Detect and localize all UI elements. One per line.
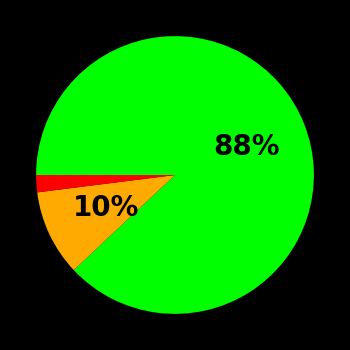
Wedge shape xyxy=(36,36,314,314)
Wedge shape xyxy=(37,175,175,270)
Text: 10%: 10% xyxy=(73,194,139,222)
Wedge shape xyxy=(36,175,175,192)
Text: 88%: 88% xyxy=(213,133,279,161)
